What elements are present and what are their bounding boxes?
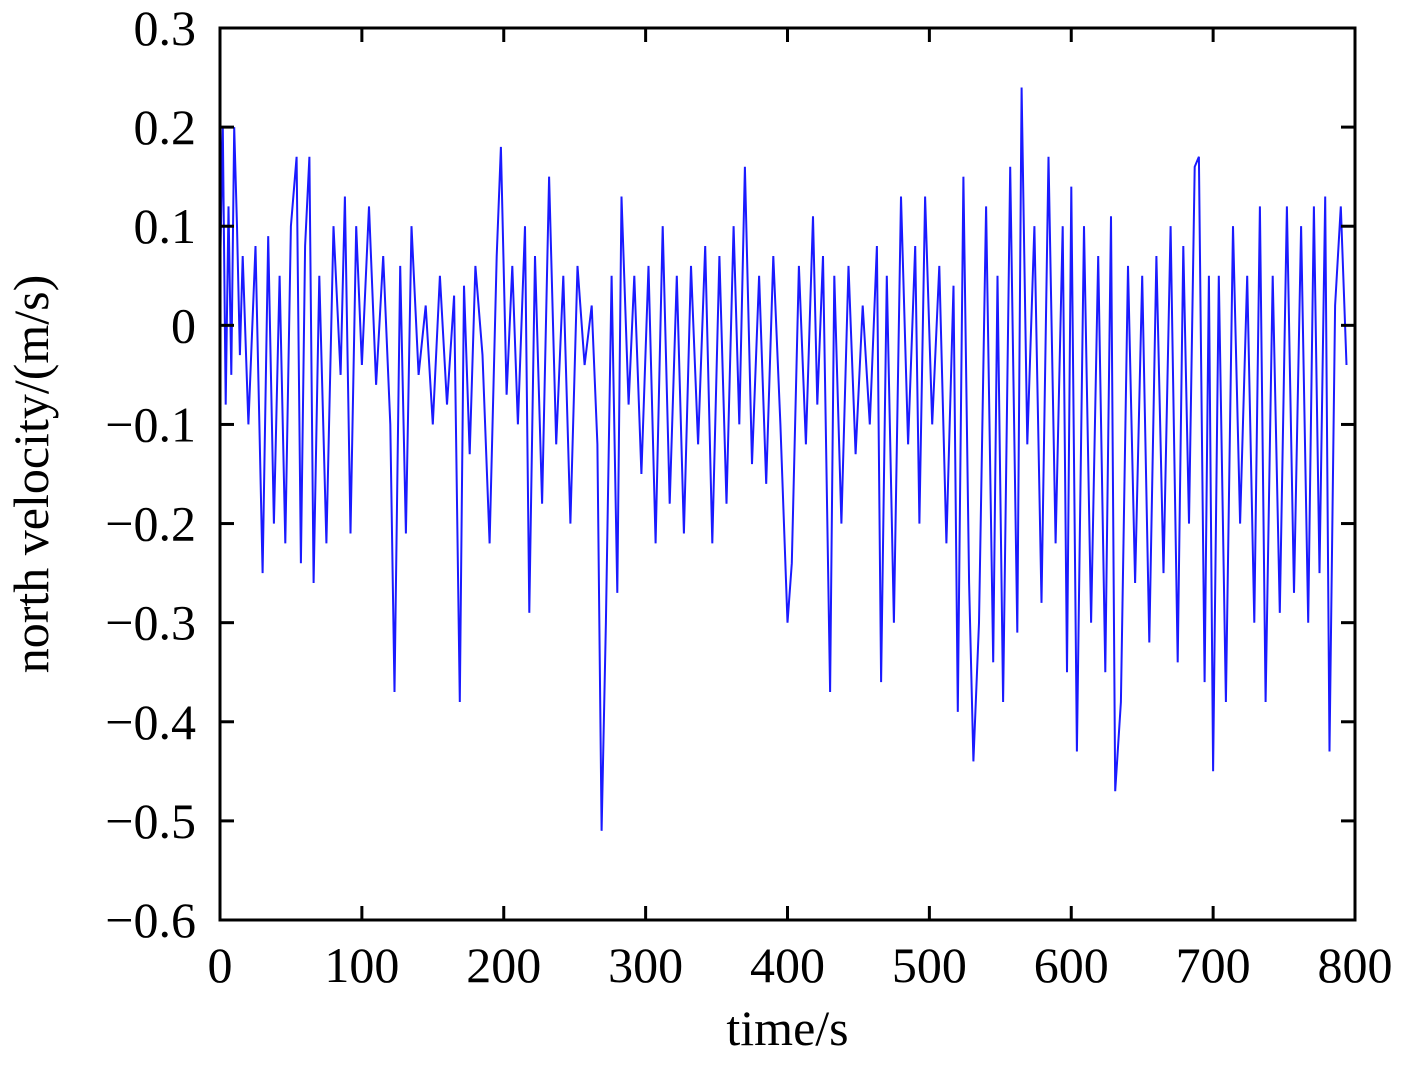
x-axis-label: time/s [726, 1000, 848, 1056]
y-tick-label: −0.3 [105, 595, 196, 651]
x-tick-label: 0 [208, 937, 233, 993]
x-tick-label: 500 [892, 937, 967, 993]
x-tick-label: 800 [1318, 937, 1393, 993]
series-layer [219, 87, 1348, 831]
y-tick-label: 0.2 [134, 99, 197, 155]
y-tick-label: −0.6 [105, 892, 196, 948]
y-tick-label: −0.5 [105, 793, 196, 849]
x-tick-label: 300 [608, 937, 683, 993]
x-tick-label: 600 [1034, 937, 1109, 993]
north-velocity-series-line [219, 87, 1348, 831]
x-axis-ticks: 0 100 200 300 400 500 600 700 800 [208, 28, 1393, 993]
y-axis-label: north velocity/(m/s) [3, 275, 59, 674]
y-axis-ticks: 0.3 0.2 0.1 0 −0.1 −0.2 −0.3 −0.4 −0.5 −0.6 [105, 0, 1355, 948]
y-tick-label: 0.1 [134, 198, 197, 254]
x-tick-label: 200 [466, 937, 541, 993]
y-tick-label: 0.3 [134, 0, 197, 56]
y-tick-label: −0.1 [105, 396, 196, 452]
y-tick-label: −0.2 [105, 496, 196, 552]
x-tick-label: 100 [324, 937, 399, 993]
y-tick-label: 0 [171, 297, 196, 353]
x-tick-label: 400 [750, 937, 825, 993]
x-tick-label: 700 [1176, 937, 1251, 993]
y-tick-label: −0.4 [105, 694, 196, 750]
